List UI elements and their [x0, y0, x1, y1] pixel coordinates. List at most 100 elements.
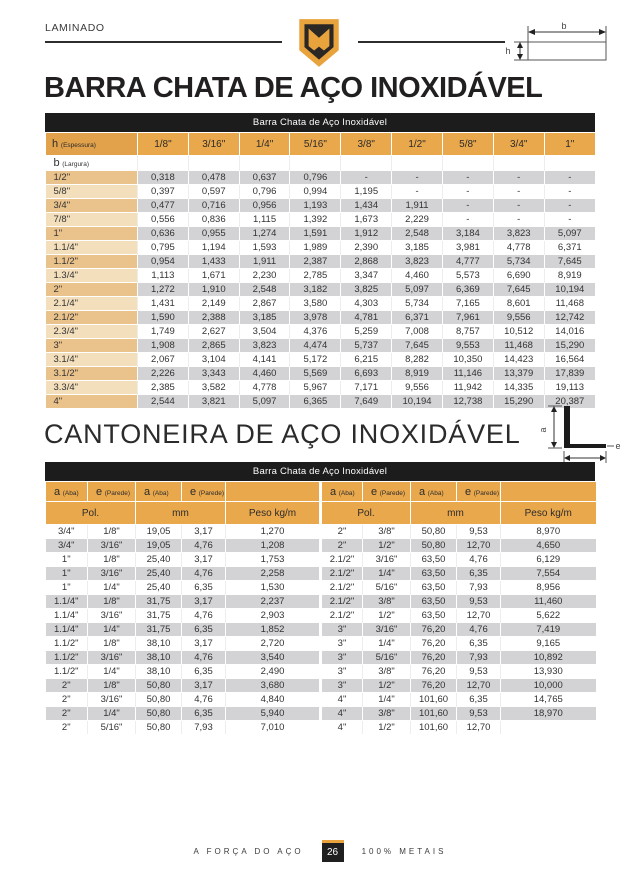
- table-cell: 5,573: [441, 268, 494, 283]
- table-row: 2" 1/8" 50,80 3,17 3,680 3" 1/2" 76,20 12,70 10,0…: [45, 678, 596, 693]
- table-cell: 3/8": [362, 594, 411, 609]
- table-row: 1.1/4" 0,795 1,194 1,593 1,989 2,390 3,185 3,98…: [45, 240, 595, 255]
- table-cell: -: [441, 170, 494, 185]
- table-cell: 38,10: [135, 650, 182, 665]
- col-header-aba: a (Aba): [410, 481, 457, 502]
- col-header-espessura: h (Espessura): [45, 132, 138, 156]
- table-cell: 2.1/2": [319, 594, 363, 609]
- table-cell: 3,184: [441, 226, 494, 241]
- table-cell: 5,622: [500, 608, 596, 623]
- table-cell: -: [391, 184, 443, 199]
- table-cell: 3,17: [181, 636, 226, 651]
- table-cell: 12,70: [456, 608, 501, 623]
- table-row: 7/8" 0,556 0,836 1,115 1,392 1,673 2,229- - -: [45, 212, 595, 227]
- table-cell: 0,954: [137, 254, 189, 269]
- table-cell: 7,419: [500, 622, 596, 637]
- table-cell: 6,215: [340, 352, 392, 367]
- table-cell: 5/16": [362, 580, 411, 595]
- table-cell: 1,113: [137, 268, 189, 283]
- table-cell: 3,978: [289, 310, 341, 325]
- column-header: 3/4": [492, 132, 545, 156]
- table-cell: 2.1/2": [319, 580, 363, 595]
- table-cell: 63,50: [410, 566, 457, 581]
- table-cell: 1,591: [289, 226, 341, 241]
- table-cell: 4,460: [391, 268, 443, 283]
- table-cell: 2": [45, 706, 88, 721]
- table-cell: -: [492, 212, 545, 227]
- table-cell: 4,650: [500, 538, 596, 553]
- table-cell: 0,795: [137, 240, 189, 255]
- table-cell: 2,237: [225, 594, 321, 609]
- table-cell: 63,50: [410, 594, 457, 609]
- table-cell: 1,673: [340, 212, 392, 227]
- table-cell: 14,765: [500, 692, 596, 707]
- table-row: 2" 1,272 1,910 2,548 3,182 3,825 5,097 6,369 7,6…: [45, 282, 595, 297]
- table-cell: 8,919: [543, 268, 595, 283]
- table-cell: 3,981: [441, 240, 494, 255]
- table-cell: 7,171: [340, 380, 392, 395]
- table-cell: 3,17: [181, 524, 226, 539]
- column-header: 3/16": [187, 132, 240, 156]
- table-cell: 0,956: [238, 198, 290, 213]
- table-cell: 63,50: [410, 608, 457, 623]
- table-cell: 0,716: [187, 198, 240, 213]
- header-rule-left: [45, 41, 282, 43]
- row-label: 2.3/4": [45, 324, 138, 339]
- table-cell: 1/4": [87, 706, 136, 721]
- table-cell: 1,671: [187, 268, 240, 283]
- table-cell: 6,371: [543, 240, 595, 255]
- table-cell: 2,865: [187, 338, 240, 353]
- table-cell: 7,010: [225, 720, 321, 734]
- table-cell: 3/16": [87, 608, 136, 623]
- table-cell: 0,636: [137, 226, 189, 241]
- table-row: 1" 3/16" 25,40 4,76 2,258 2.1/2" 1/4" 63,50 6,35…: [45, 566, 596, 581]
- table-cell: 6,35: [456, 636, 501, 651]
- table-cell: 1,433: [187, 254, 240, 269]
- barra-chata-header-row: h (Espessura) 1/8" 3/16" 1/4" 5/16" 3/8" 1/2"…: [45, 132, 595, 156]
- row-label: 1.1/4": [45, 240, 138, 255]
- table-cell: 4,376: [289, 324, 341, 339]
- table-cell: 3/8": [362, 664, 411, 679]
- table-cell: 2": [45, 692, 88, 707]
- table-cell: 6,371: [391, 310, 443, 325]
- table-cell: -: [340, 170, 392, 185]
- table-cell: 1,911: [391, 198, 443, 213]
- table-row: 3.3/4" 2,385 3,582 4,778 5,967 7,171 9,556 11,9…: [45, 380, 595, 395]
- table-cell: 6,35: [181, 706, 226, 721]
- table-cell: 2,867: [238, 296, 290, 311]
- cantoneira-body: 3/4" 1/8" 19,05 3,17 1,270 2" 3/8" 50,80 9,53 8,9…: [45, 524, 596, 734]
- table-cell: 13,930: [500, 664, 596, 679]
- table-cell: 7,645: [391, 338, 443, 353]
- page-number-badge: 26: [321, 840, 344, 862]
- table-cell: 50,80: [135, 692, 182, 707]
- table-row: 1.1/2" 3/16" 38,10 4,76 3,540 3" 5/16" 76,20 7,9…: [45, 650, 596, 665]
- col-header-aba: a (Aba): [135, 481, 182, 502]
- table-cell: 6,35: [181, 664, 226, 679]
- table-cell: 0,796: [238, 184, 290, 199]
- table-cell: 7,008: [391, 324, 443, 339]
- table-cell: 3/4": [45, 524, 88, 539]
- table-cell: 4": [319, 706, 363, 721]
- angle-thickness-e-label: e: [615, 441, 620, 451]
- table-cell: 19,113: [543, 380, 595, 395]
- blank-cell: [238, 155, 290, 171]
- header-rule-right: [358, 41, 505, 43]
- table-cell: 3,185: [391, 240, 443, 255]
- table-cell: 3,17: [181, 594, 226, 609]
- table-cell: 5/16": [87, 720, 136, 734]
- table-cell: 101,60: [410, 706, 457, 721]
- table-cell: 50,80: [410, 538, 457, 553]
- table-cell: 2,385: [137, 380, 189, 395]
- table-cell: 4,76: [456, 622, 501, 637]
- table-cell: 3/16": [87, 650, 136, 665]
- table-cell: 2,149: [187, 296, 240, 311]
- table-cell: 12,738: [441, 394, 494, 408]
- table-cell: 6,369: [441, 282, 494, 297]
- table-cell: 1.1/4": [45, 594, 88, 609]
- table-cell: 2,544: [137, 394, 189, 408]
- table-cell: 31,75: [135, 594, 182, 609]
- table-cell: 9,53: [456, 524, 501, 539]
- col-header-peso: Peso kg/m: [225, 501, 321, 525]
- table-cell: 0,796: [289, 170, 341, 185]
- table-cell: 3,580: [289, 296, 341, 311]
